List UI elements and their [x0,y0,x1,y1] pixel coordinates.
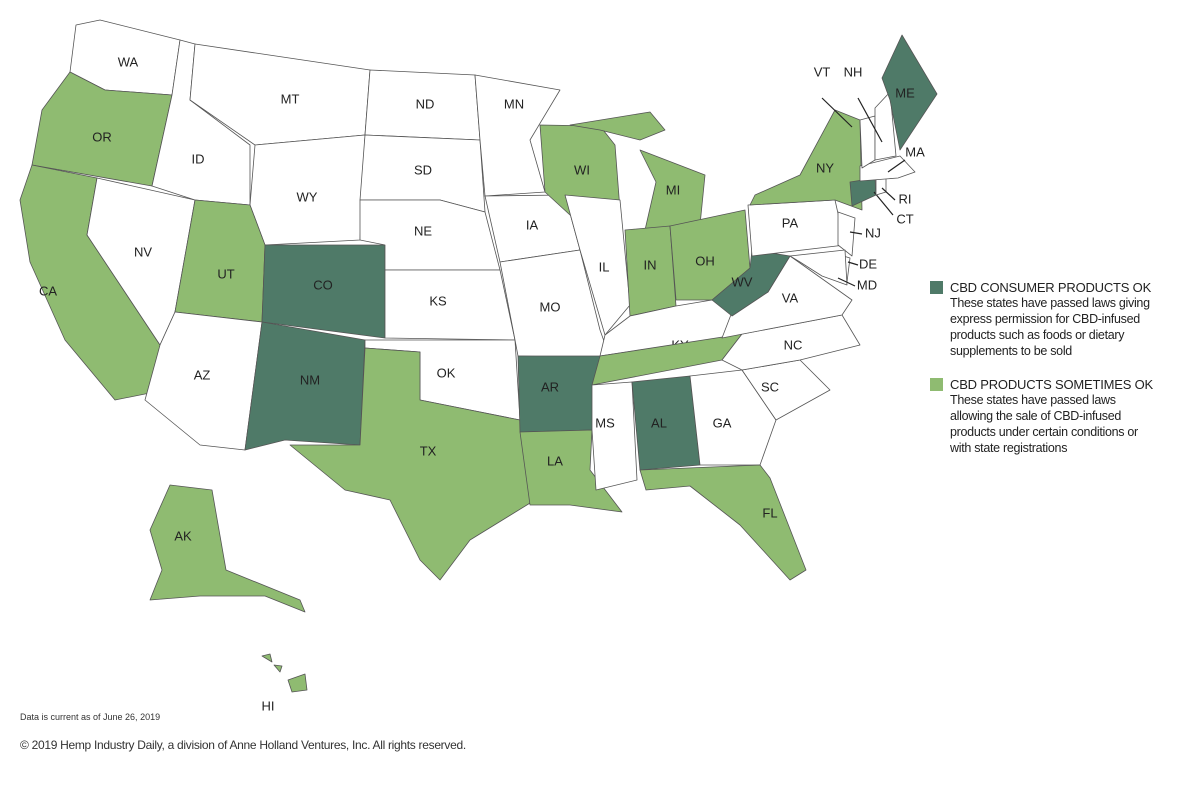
legend-description: These states have passed laws giving exp… [950,296,1150,358]
legend-entry: CBD CONSUMER PRODUCTS OK These states ha… [930,280,1160,359]
us-map: WA OR CA NV ID MT WY UT AZ CO NM ND SD NE KS OK TX MN IA MO… [19,19,938,713]
state-label: CT [896,211,913,226]
state-shape [287,673,308,693]
state-label: ND [416,96,435,111]
state-label: NY [816,160,834,175]
leader-line [873,191,894,216]
state-label: IA [526,217,539,232]
state-label: OK [437,365,456,380]
state-shape [849,177,877,207]
state-label: HI [262,698,275,713]
state-shape [384,269,516,341]
state-shape [789,249,848,286]
state-label: IN [644,257,657,272]
state-shape [569,111,666,141]
state-shape [261,653,273,663]
state-label: NH [844,64,863,79]
state-label: MN [504,96,524,111]
state-shape [289,347,536,581]
legend-title: CBD PRODUCTS SOMETIMES OK [950,377,1154,392]
state-label: WY [297,189,318,204]
state-label: NE [414,223,432,238]
state-shape [749,109,863,211]
state-shape [875,177,887,196]
state-label: MA [905,144,925,159]
state-label: FL [762,505,777,520]
state-shape [874,91,897,161]
state-label: AR [541,379,559,394]
leader-line [849,231,863,235]
state-label: NV [134,244,152,259]
legend-title: CBD CONSUMER PRODUCTS OK [950,280,1152,295]
state-label: WV [732,274,753,289]
state-label: LA [547,453,563,468]
state-label: NJ [865,225,881,240]
state-label: SC [761,379,779,394]
state-label: GA [713,415,732,430]
state-shape [881,34,938,151]
state-label: AL [651,415,667,430]
state-label: SD [414,162,432,177]
data-note: Data is current as of June 26, 2019 [20,712,161,722]
state-label: KS [429,293,447,308]
leader-line [847,261,859,266]
state-label: OR [92,129,112,144]
state-shape [244,321,366,451]
state-shape [837,211,856,257]
state-label: VA [782,290,799,305]
state-label: MI [666,182,680,197]
legend-swatch [930,378,943,391]
state-label: MS [595,415,615,430]
state-label: UT [217,266,234,281]
leader-line [821,97,853,128]
state-label: MO [540,299,561,314]
legend-description: These states have passed laws allowing t… [950,393,1138,455]
state-shape [591,381,638,491]
state-label: MT [281,91,300,106]
state-label: CA [39,283,57,298]
state-shape [564,194,631,336]
state-shape [249,134,366,246]
legend-entry: CBD PRODUCTS SOMETIMES OK These states h… [930,377,1160,456]
leader-line [881,187,896,201]
state-label: CO [313,277,333,292]
state-label: WI [574,162,590,177]
state-shape [639,464,807,581]
leader-line [887,159,906,173]
state-label: AZ [194,367,211,382]
state-label: ME [895,85,915,100]
state-label: RI [899,191,912,206]
state-label: VT [814,64,831,79]
state-label: NC [784,337,803,352]
leader-line [837,277,856,287]
state-label: AK [174,528,192,543]
state-label: NM [300,372,320,387]
state-shape [689,369,777,466]
state-shape [273,664,283,673]
state-label: ID [192,151,205,166]
copyright: © 2019 Hemp Industry Daily, a division o… [20,738,466,752]
state-label: IL [599,259,610,274]
state-label: DE [859,256,877,271]
legend-swatch [930,281,943,294]
state-label: OH [695,253,715,268]
state-label: TX [420,443,437,458]
state-label: MD [857,277,877,292]
state-shape [149,484,306,613]
leader-line [857,97,883,143]
state-label: PA [782,215,799,230]
state-label: WA [118,54,139,69]
